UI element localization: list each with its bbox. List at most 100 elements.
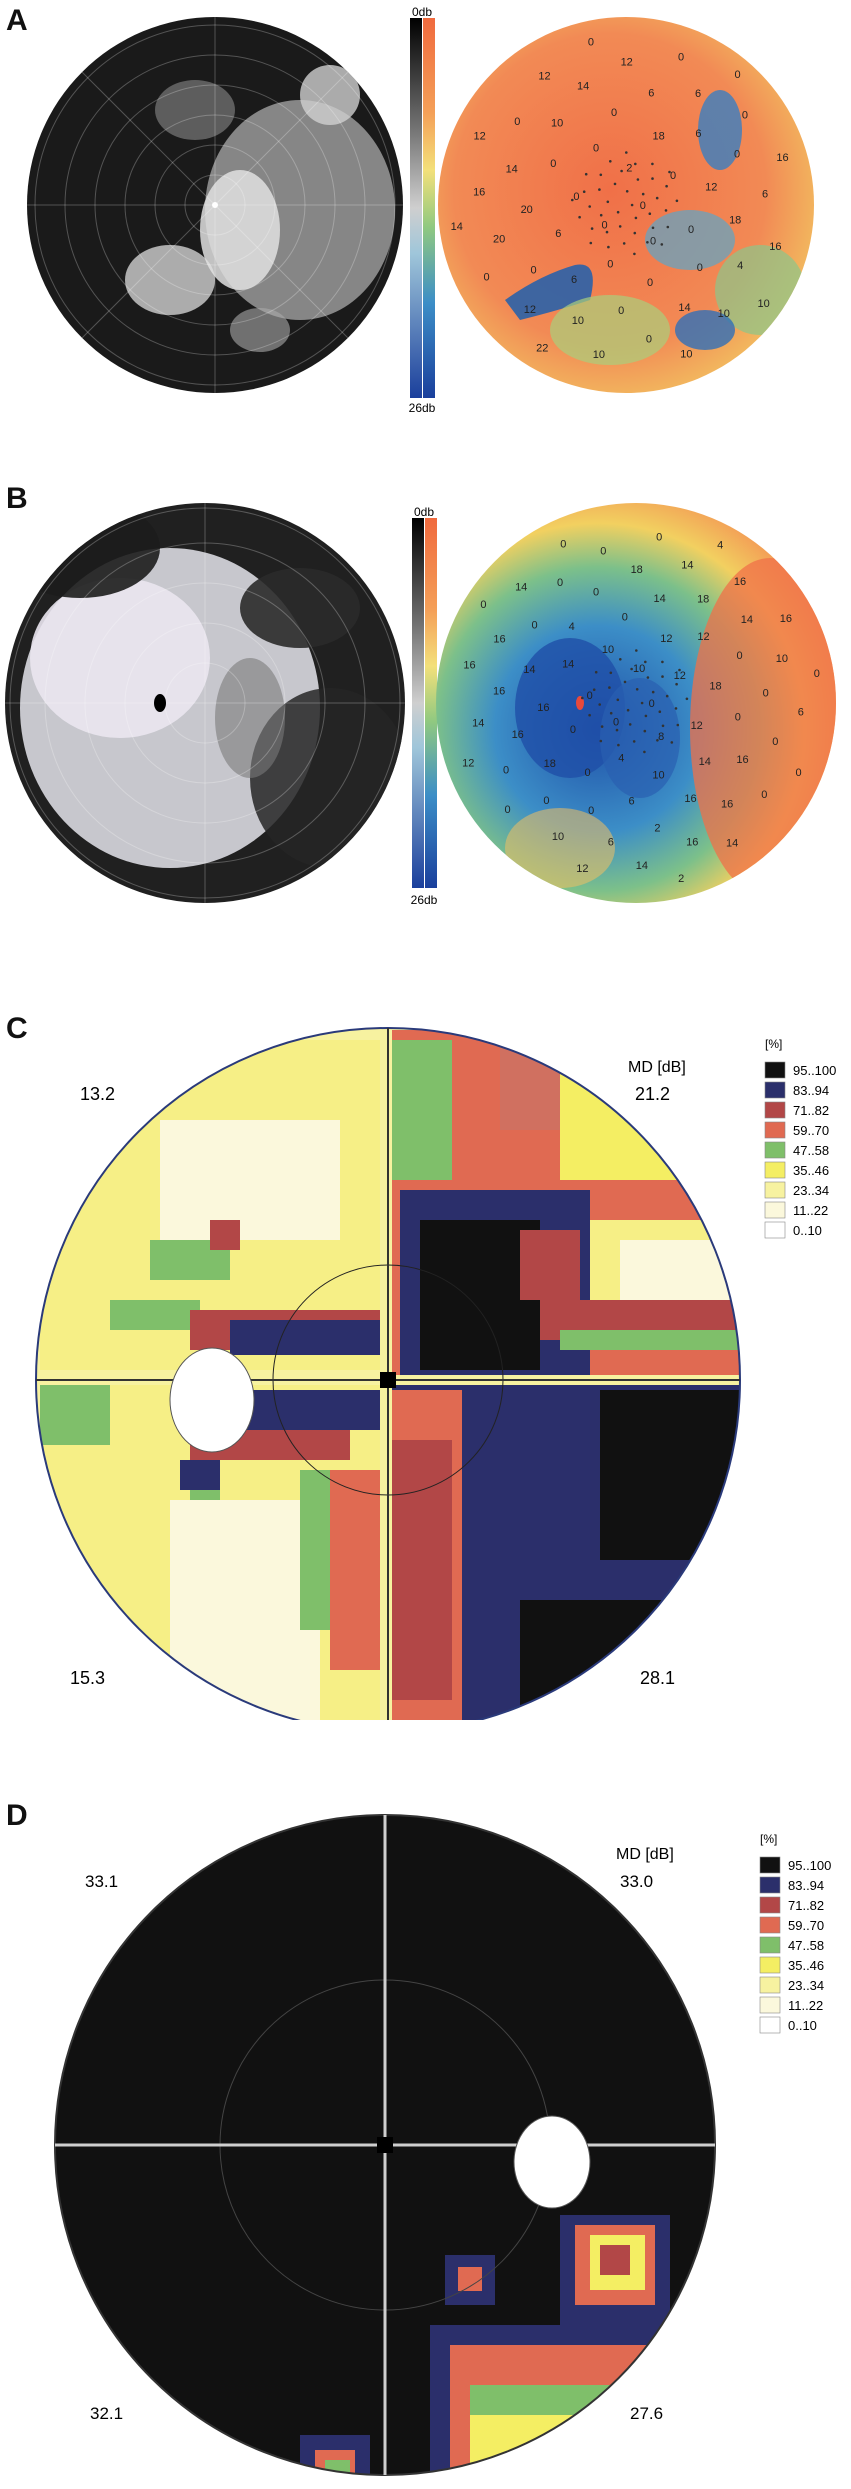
threshold-value: 16 xyxy=(780,613,792,625)
test-point xyxy=(656,739,659,742)
test-point xyxy=(590,227,594,230)
threshold-value: 14 xyxy=(515,582,527,594)
threshold-value: 4 xyxy=(717,540,723,552)
test-point xyxy=(678,668,681,672)
test-point xyxy=(634,216,638,220)
panel-d-label: D xyxy=(6,1799,28,1832)
test-point xyxy=(661,660,664,664)
panel-a: A xyxy=(0,0,851,420)
test-point xyxy=(630,667,633,671)
test-point xyxy=(605,230,609,234)
test-point xyxy=(676,723,680,727)
threshold-value: 10 xyxy=(602,644,614,656)
legend-item-label: 35..46 xyxy=(788,1958,824,1973)
panel-a-grayscale-map xyxy=(27,17,403,393)
test-point xyxy=(644,714,648,718)
threshold-value: 0 xyxy=(650,235,656,247)
panel-b-figure: 0db 26db 0 0 10 8 0 12 4 10 12 0 12 10 14 18 0 0 14 16 12 6… xyxy=(5,503,836,907)
threshold-value: 14 xyxy=(678,302,690,314)
test-point xyxy=(623,680,627,684)
test-point xyxy=(582,190,586,193)
threshold-value: 0 xyxy=(697,262,703,274)
legend-swatch xyxy=(759,1916,781,1934)
legend-swatch xyxy=(759,1976,781,1994)
threshold-value: 10 xyxy=(680,348,692,360)
threshold-value: 12 xyxy=(524,304,536,316)
test-point xyxy=(608,686,611,689)
threshold-value: 2 xyxy=(654,823,660,835)
panel-c: C xyxy=(0,1000,851,1720)
panel-c-fixation xyxy=(380,1372,396,1388)
panel-c-md-label: MD [dB] xyxy=(628,1059,686,1076)
legend-item-label: 23..34 xyxy=(793,1183,829,1198)
threshold-value: 12 xyxy=(660,633,672,645)
test-point xyxy=(600,725,604,728)
threshold-value: 14 xyxy=(562,659,574,671)
threshold-value: 12 xyxy=(691,720,703,732)
threshold-value: 14 xyxy=(653,593,665,605)
panel-b-grayscale-map xyxy=(5,503,405,903)
test-point xyxy=(599,173,603,177)
test-point xyxy=(635,649,638,652)
threshold-value: 0 xyxy=(505,804,511,816)
threshold-value: 18 xyxy=(697,593,709,605)
threshold-value: 4 xyxy=(737,260,743,272)
threshold-value: 14 xyxy=(636,860,648,872)
legend-item-label: 0..10 xyxy=(788,2018,817,2033)
threshold-value: 18 xyxy=(631,564,643,576)
panel-b-colorbar-top: 0db xyxy=(414,505,434,519)
threshold-value: 16 xyxy=(473,186,485,198)
test-point xyxy=(633,231,637,235)
test-point xyxy=(626,708,630,712)
threshold-value: 0 xyxy=(688,224,694,236)
panel-c-legend: [%] 95..100 83..94 71..82 59..70 47..58 35..46… xyxy=(764,1037,836,1239)
test-point xyxy=(674,707,678,710)
legend-swatch xyxy=(764,1161,786,1179)
test-point xyxy=(668,170,671,174)
test-point xyxy=(666,225,670,229)
legend-swatch xyxy=(764,1061,786,1079)
panel-c-md-bottom-left: 15.3 xyxy=(70,1668,105,1688)
panel-b: B 0db 26db xyxy=(0,478,851,918)
legend-item-label: 83..94 xyxy=(788,1878,824,1893)
test-point xyxy=(664,209,668,212)
legend-title: [%] xyxy=(765,1037,782,1051)
threshold-value: 16 xyxy=(537,702,549,714)
test-point xyxy=(607,245,610,249)
threshold-value: 16 xyxy=(512,729,524,741)
test-point xyxy=(630,203,634,207)
threshold-value: 14 xyxy=(472,718,484,730)
threshold-value: 16 xyxy=(686,836,698,848)
threshold-value: 0 xyxy=(618,305,624,317)
legend-item-label: 95..100 xyxy=(788,1858,831,1873)
threshold-value: 0 xyxy=(560,539,566,551)
legend-item-label: 35..46 xyxy=(793,1163,829,1178)
panel-a-label: A xyxy=(6,4,28,37)
legend-swatch xyxy=(759,1956,781,1974)
threshold-value: 0 xyxy=(611,107,617,119)
test-point xyxy=(661,675,664,678)
test-point xyxy=(619,658,622,661)
panel-b-label: B xyxy=(6,482,28,515)
panel-d-md-top-left: 33.1 xyxy=(85,1872,118,1891)
legend-swatch xyxy=(759,1996,781,2014)
threshold-value: 0 xyxy=(607,259,613,271)
test-point xyxy=(633,252,636,256)
legend-swatch xyxy=(759,1856,781,1874)
threshold-value: 10 xyxy=(652,770,664,782)
threshold-value: 14 xyxy=(681,559,693,571)
threshold-value: 14 xyxy=(506,164,518,176)
threshold-value: 0 xyxy=(588,805,594,817)
threshold-value: 0 xyxy=(772,736,778,748)
test-point xyxy=(648,212,652,215)
threshold-value: 0 xyxy=(734,149,740,161)
threshold-value: 12 xyxy=(674,670,686,682)
legend-swatch xyxy=(759,1936,781,1954)
panel-a-figure: 0db 26db 0020000006180012600206010180614… xyxy=(27,5,814,415)
test-point xyxy=(641,192,645,196)
test-point xyxy=(651,177,654,180)
test-point xyxy=(665,184,668,188)
panel-b-colorbar-gray xyxy=(412,518,424,888)
test-point xyxy=(644,660,647,664)
threshold-value: 10 xyxy=(593,349,605,361)
